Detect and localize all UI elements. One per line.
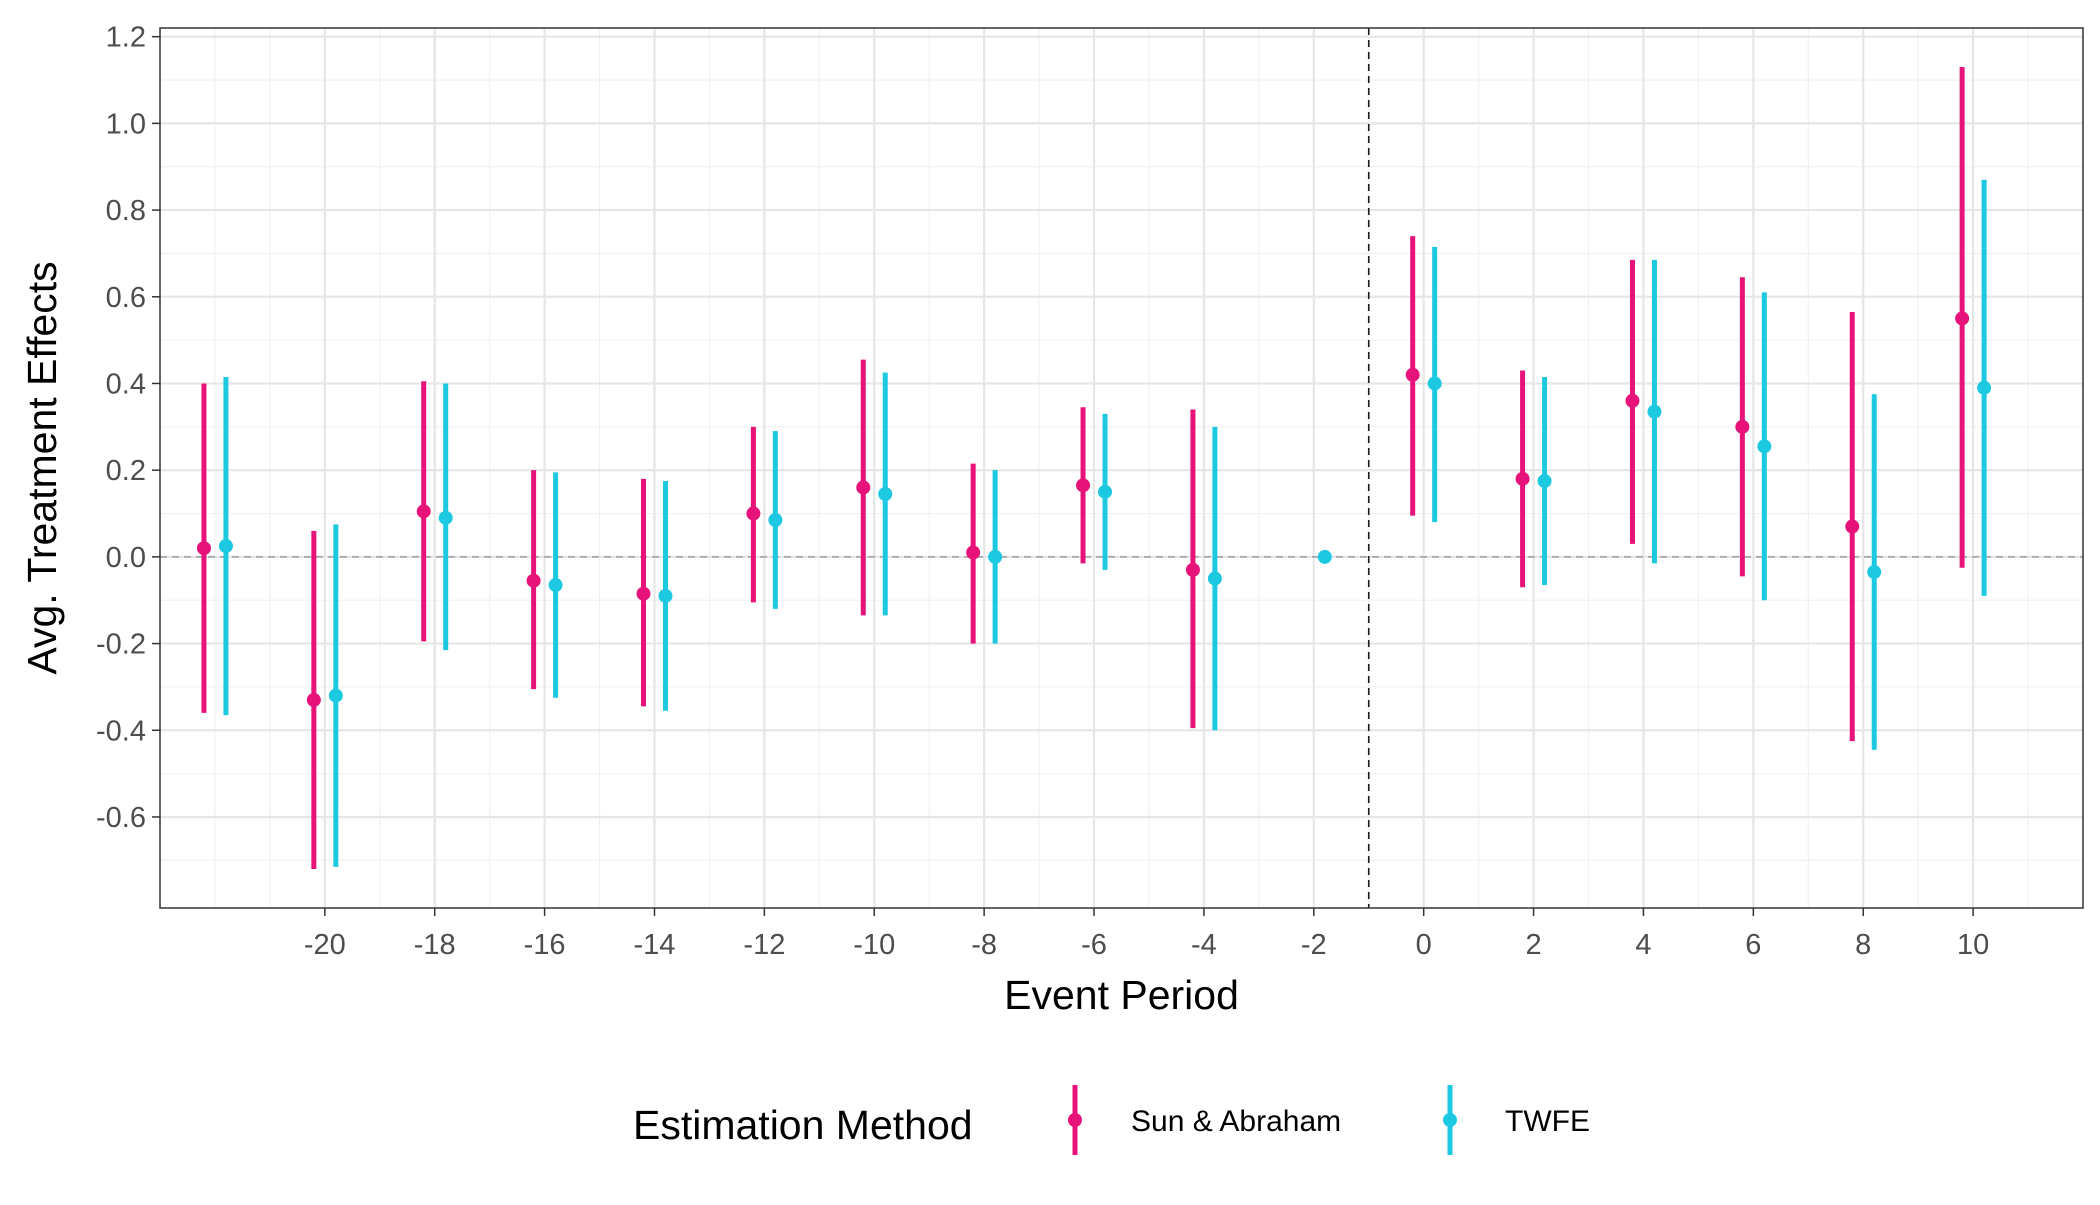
point-estimate <box>1625 393 1640 408</box>
point-estimate <box>1185 562 1200 577</box>
y-tick-label: -0.6 <box>96 802 146 834</box>
point-estimate <box>768 513 783 528</box>
x-tick-label: 4 <box>1635 929 1651 961</box>
x-tick-label: -8 <box>971 929 997 961</box>
point-estimate <box>328 688 343 703</box>
point-estimate <box>658 588 673 603</box>
y-tick-label: 0.4 <box>106 368 146 400</box>
point-estimate <box>1977 380 1992 395</box>
y-tick-label: 0.6 <box>106 282 146 314</box>
x-tick-label: -16 <box>524 929 566 961</box>
point-estimate <box>878 487 893 502</box>
point-estimate <box>1647 404 1662 419</box>
legend-item: Sun & Abraham <box>1068 1085 1341 1155</box>
y-axis-ticks: -0.6 -0.4 -0.2 0.0 0.2 0.4 0.6 0.8 1.0 1.2 <box>96 22 160 834</box>
point-estimate <box>856 480 871 495</box>
x-tick-label: -10 <box>853 929 895 961</box>
point-estimate <box>1427 376 1442 391</box>
y-tick-label: 1.0 <box>106 108 146 140</box>
x-tick-label: -18 <box>414 929 456 961</box>
legend-item: TWFE <box>1443 1085 1590 1155</box>
major-gridlines <box>160 28 2083 908</box>
point-estimate <box>196 541 211 556</box>
y-tick-label: 0.8 <box>106 195 146 227</box>
panel-border <box>159 27 2084 909</box>
point-estimate <box>306 692 321 707</box>
x-tick-label: 10 <box>1957 929 1989 961</box>
x-tick-label: -2 <box>1301 929 1327 961</box>
x-axis-ticks: -20 -18 -16 -14 -12 -10 -8 -6 -4 -2 0 2 4 6 8 10 <box>304 908 1989 961</box>
legend: Estimation Method Sun & Abraham TWFE <box>633 1085 1590 1155</box>
legend-label: Sun & Abraham <box>1131 1105 1341 1138</box>
x-tick-label: -12 <box>743 929 785 961</box>
point-estimate <box>218 539 233 554</box>
point-estimate <box>1735 419 1750 434</box>
x-tick-label: 0 <box>1416 929 1432 961</box>
legend-title: Estimation Method <box>633 1102 973 1148</box>
y-tick-label: -0.4 <box>96 715 146 747</box>
x-tick-label: -4 <box>1191 929 1217 961</box>
point-estimate <box>1515 471 1530 486</box>
x-tick-label: 8 <box>1855 929 1871 961</box>
legend-items: Sun & Abraham TWFE <box>1068 1085 1590 1155</box>
y-tick-label: 0.0 <box>106 542 146 574</box>
point-estimate <box>1757 439 1772 454</box>
x-tick-label: 6 <box>1745 929 1761 961</box>
legend-key-point <box>1443 1113 1457 1127</box>
y-tick-label: 0.2 <box>106 455 146 487</box>
point-estimate <box>548 578 563 593</box>
point-estimate <box>1207 571 1222 586</box>
point-estimate <box>526 573 541 588</box>
point-estimate <box>1317 549 1332 564</box>
series-sun-abraham <box>196 67 1970 869</box>
x-tick-label: -14 <box>634 929 676 961</box>
y-axis-title: Avg. Treatment Effects <box>19 261 65 674</box>
point-estimate <box>1845 519 1860 534</box>
series-layer <box>196 67 1992 869</box>
point-estimate <box>1537 474 1552 489</box>
y-tick-label: 1.2 <box>106 22 146 54</box>
x-tick-label: 2 <box>1526 929 1542 961</box>
point-estimate <box>1098 484 1113 499</box>
point-estimate <box>636 586 651 601</box>
legend-label: TWFE <box>1505 1105 1590 1138</box>
point-estimate <box>1867 565 1882 580</box>
point-estimate <box>746 506 761 521</box>
point-estimate <box>416 504 431 519</box>
point-estimate <box>1076 478 1091 493</box>
legend-key-point <box>1068 1113 1082 1127</box>
point-estimate <box>1405 367 1420 382</box>
series-twfe <box>218 179 1992 867</box>
x-tick-label: -20 <box>304 929 346 961</box>
y-tick-label: -0.2 <box>96 629 146 661</box>
point-estimate <box>988 549 1003 564</box>
x-tick-label: -6 <box>1081 929 1107 961</box>
point-estimate <box>1955 311 1970 326</box>
x-axis-title: Event Period <box>1004 972 1239 1018</box>
point-estimate <box>438 510 453 525</box>
point-estimate <box>966 545 981 560</box>
